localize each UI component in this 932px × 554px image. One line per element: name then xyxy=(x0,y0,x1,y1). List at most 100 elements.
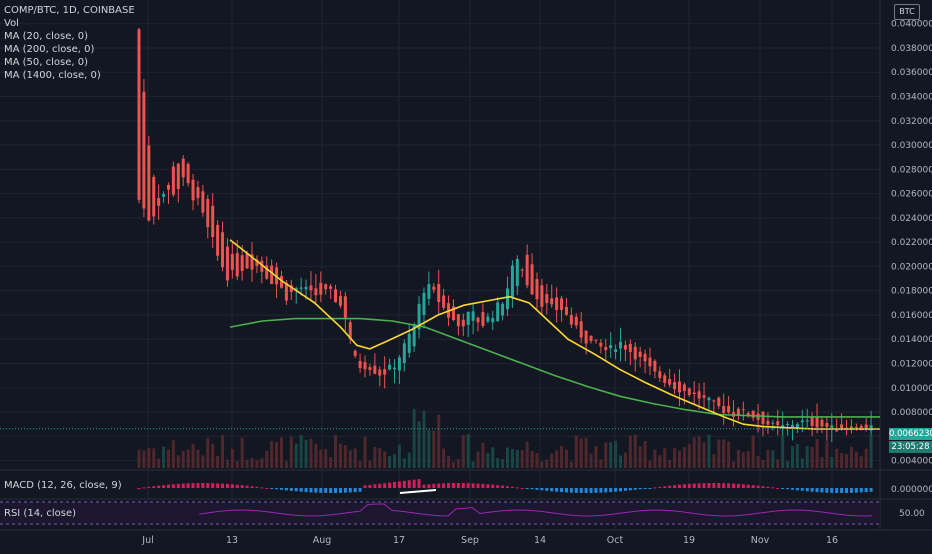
macd-histogram-bar xyxy=(270,488,274,489)
candle-body xyxy=(746,412,750,416)
candle-body xyxy=(324,284,328,290)
volume-bar xyxy=(176,455,180,468)
legend-ma-1400[interactable]: MA (1400, close, 0) xyxy=(4,70,101,81)
candle-body xyxy=(540,285,544,307)
macd-histogram-bar xyxy=(353,488,357,493)
ma-green-line xyxy=(229,317,880,418)
macd-histogram-bar xyxy=(324,488,328,493)
candle-body xyxy=(687,388,691,396)
rsi-label[interactable]: RSI (14, close) xyxy=(4,508,77,519)
chart-title[interactable]: COMP/BTC, 1D, COINBASE xyxy=(4,5,135,16)
volume-bar xyxy=(555,450,559,468)
legend-vol[interactable]: Vol xyxy=(4,18,19,29)
y-tick-label: 0.01600000 xyxy=(891,311,932,321)
macd-histogram-bar xyxy=(614,488,618,492)
candle-body xyxy=(560,298,564,310)
volume-bar xyxy=(358,461,362,468)
candle-body xyxy=(240,255,244,271)
macd-histogram-bar xyxy=(697,483,701,488)
macd-histogram-bar xyxy=(432,483,436,488)
candle-body xyxy=(255,259,259,266)
volume-bar xyxy=(250,457,254,468)
candle-body xyxy=(496,302,500,321)
currency-unit-button[interactable]: BTC xyxy=(894,4,920,20)
candle-body xyxy=(147,145,151,221)
macd-histogram-bar xyxy=(451,483,455,488)
candle-body xyxy=(171,166,175,195)
macd-histogram-bar xyxy=(510,486,514,488)
macd-histogram-bar xyxy=(869,488,873,492)
volume-bar xyxy=(309,438,313,468)
macd-histogram-bar xyxy=(790,488,794,490)
candle-body xyxy=(545,294,549,304)
y-tick-label: 0.02200000 xyxy=(891,238,932,248)
candle-body xyxy=(388,364,392,370)
volume-bar xyxy=(692,437,696,468)
x-tick-label: Aug xyxy=(313,535,332,546)
candle-body xyxy=(245,253,249,269)
volume-bar xyxy=(471,461,475,468)
macd-histogram-bar xyxy=(304,488,308,493)
volume-bar xyxy=(422,410,426,468)
volume-bar xyxy=(279,437,283,468)
volume-bar xyxy=(658,455,662,468)
candle-body xyxy=(653,360,657,372)
volume-bar xyxy=(835,448,839,468)
volume-bar xyxy=(790,446,794,468)
candle-body xyxy=(432,286,436,290)
candle-body xyxy=(530,264,534,295)
candle-body xyxy=(786,424,790,426)
volume-bar xyxy=(510,448,514,468)
candle-body xyxy=(137,29,141,200)
legend-ma-200[interactable]: MA (200, close, 0) xyxy=(4,44,95,55)
candle-body xyxy=(368,367,372,370)
macd-histogram-bar xyxy=(599,488,603,493)
candle-body xyxy=(437,284,441,303)
macd-histogram-bar xyxy=(299,488,303,492)
macd-histogram-bar xyxy=(334,488,338,493)
candle-body xyxy=(579,321,583,338)
candle-body xyxy=(456,314,460,327)
volume-bar xyxy=(840,453,844,468)
macd-histogram-bar xyxy=(147,486,151,488)
volume-bar xyxy=(206,437,210,468)
macd-histogram-bar xyxy=(368,484,372,488)
macd-histogram-bar xyxy=(137,488,141,489)
volume-bar xyxy=(638,446,642,468)
macd-histogram-bar xyxy=(279,488,283,490)
candle-body xyxy=(142,91,146,209)
macd-histogram-bar xyxy=(388,482,392,488)
macd-histogram-bar xyxy=(294,488,298,492)
candle-body xyxy=(790,424,794,428)
macd-histogram-bar xyxy=(427,484,431,488)
candle-body xyxy=(599,342,603,347)
x-tick-label: Sep xyxy=(461,535,479,546)
volume-bar xyxy=(147,448,151,468)
candle-body xyxy=(162,194,166,197)
volume-bar xyxy=(368,461,372,468)
macd-label[interactable]: MACD (12, 26, close, 9) xyxy=(4,480,122,491)
volume-bar xyxy=(560,445,564,468)
candle-body xyxy=(525,254,529,286)
volume-bar xyxy=(633,434,637,468)
macd-histogram-bar xyxy=(216,483,220,488)
macd-histogram-bar xyxy=(152,486,156,488)
volume-bar xyxy=(687,444,691,468)
macd-histogram-bar xyxy=(329,488,333,493)
legend-ma-50[interactable]: MA (50, close, 0) xyxy=(4,57,89,68)
candle-body xyxy=(609,345,613,349)
macd-histogram-bar xyxy=(658,486,662,488)
candle-body xyxy=(825,423,829,427)
volume-bar xyxy=(550,453,554,468)
volume-bar xyxy=(574,435,578,468)
legend-ma-20[interactable]: MA (20, close, 0) xyxy=(4,31,89,42)
candle-body xyxy=(835,430,839,432)
macd-histogram-bar xyxy=(289,488,293,491)
volume-bar xyxy=(456,459,460,468)
candle-body xyxy=(309,285,313,291)
candle-body xyxy=(761,411,765,424)
macd-histogram-bar xyxy=(736,483,740,488)
candle-body xyxy=(501,303,505,316)
